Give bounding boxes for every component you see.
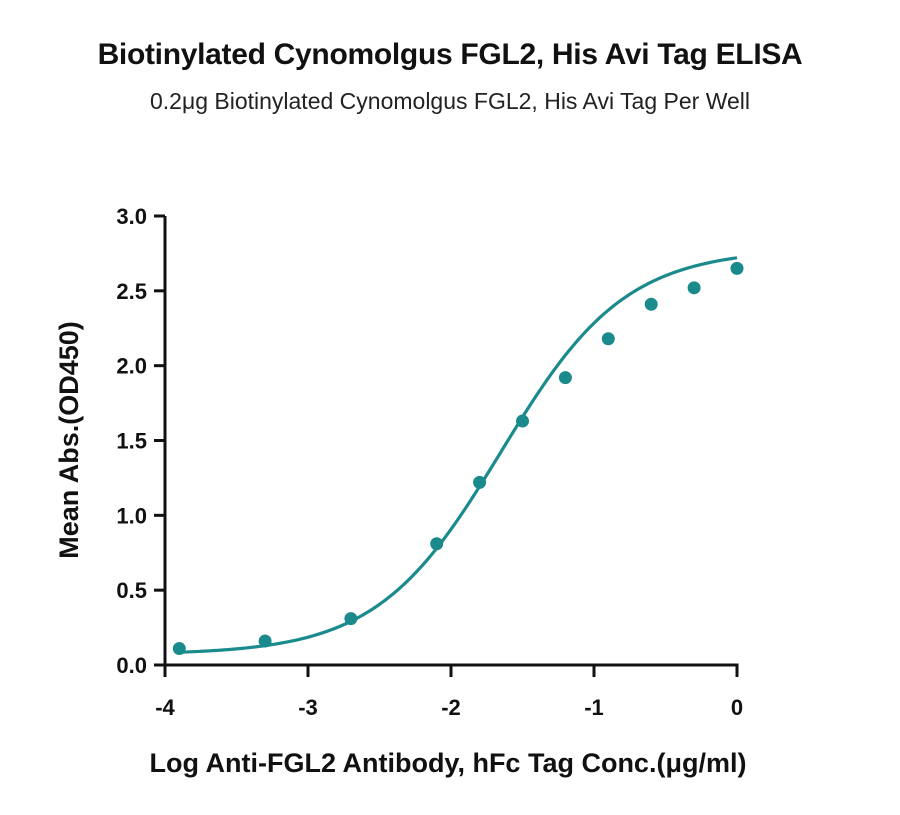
- y-tick-label: 1.0: [116, 503, 147, 528]
- data-point: [730, 261, 744, 275]
- y-tick-label: 2.0: [116, 354, 147, 379]
- data-point: [344, 612, 358, 626]
- x-tick-label: -1: [584, 695, 604, 720]
- data-point: [644, 297, 658, 311]
- data-points-layer: [172, 261, 744, 656]
- y-tick-label: 0.0: [116, 653, 147, 678]
- y-tick-label: 0.5: [116, 578, 147, 603]
- fit-curve-layer: [179, 256, 738, 654]
- chart-title: Biotinylated Cynomolgus FGL2, His Avi Ta…: [97, 38, 803, 71]
- y-tick-label: 3.0: [116, 204, 147, 229]
- x-tick-label: -4: [155, 695, 175, 720]
- data-point: [430, 537, 444, 551]
- fit-curve: [179, 256, 738, 654]
- axes: 0.0 0.5 1.0 1.5 2.0 2.5 3.0 -4 -3 -2 -1 0: [116, 204, 743, 720]
- data-point: [558, 371, 572, 385]
- data-point: [516, 414, 529, 428]
- data-point: [687, 281, 701, 295]
- data-point: [473, 475, 487, 489]
- x-tick-label: -3: [298, 695, 318, 720]
- data-point: [601, 332, 615, 346]
- data-point: [258, 634, 272, 648]
- x-tick-label: 0: [731, 695, 743, 720]
- y-tick-label: 2.5: [116, 279, 147, 304]
- x-axis-title: Log Anti-FGL2 Antibody, hFc Tag Conc.(μg…: [150, 748, 747, 778]
- y-tick-label: 1.5: [116, 429, 147, 454]
- x-tick-label: -2: [441, 695, 461, 720]
- y-axis-title: Mean Abs.(OD450): [54, 321, 84, 559]
- data-point: [172, 642, 186, 656]
- chart-subtitle: 0.2μg Biotinylated Cynomolgus FGL2, His …: [149, 88, 751, 114]
